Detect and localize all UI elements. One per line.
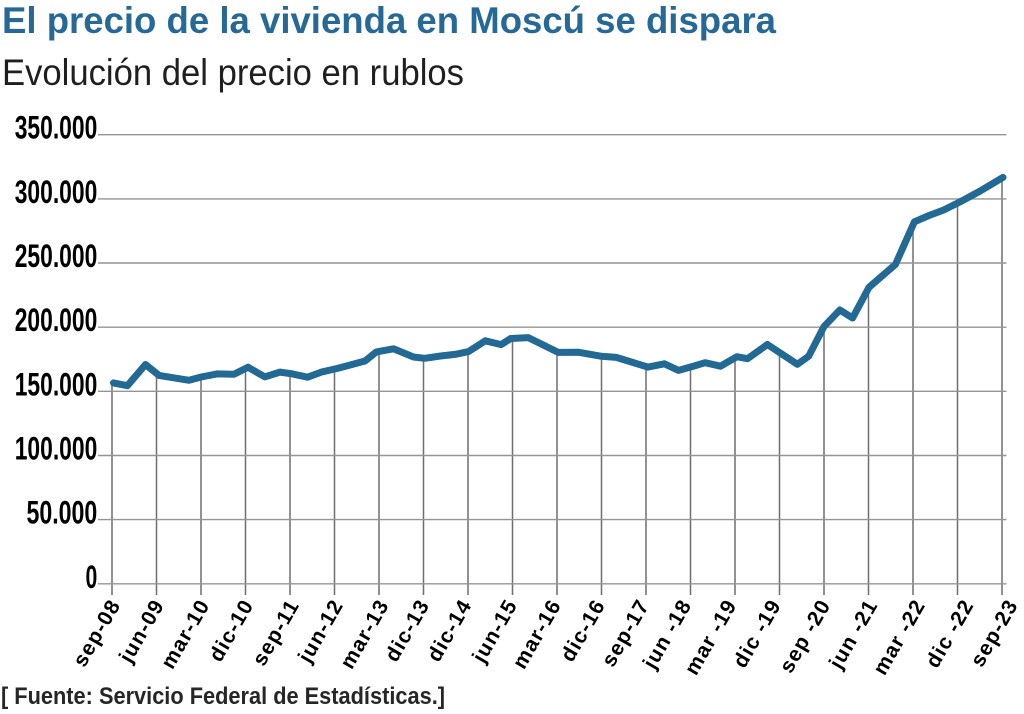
svg-text:200.000: 200.000 bbox=[15, 302, 98, 338]
svg-text:Evolución del precio en rublos: Evolución del precio en rublos bbox=[2, 52, 464, 93]
svg-text:100.000: 100.000 bbox=[15, 431, 98, 467]
svg-text:150.000: 150.000 bbox=[15, 366, 98, 402]
svg-text:[ Fuente: Servicio Federal de: [ Fuente: Servicio Federal de Estadístic… bbox=[1, 683, 445, 710]
svg-text:300.000: 300.000 bbox=[15, 174, 98, 210]
svg-text:250.000: 250.000 bbox=[15, 238, 98, 274]
svg-text:350.000: 350.000 bbox=[15, 110, 98, 146]
svg-text:50.000: 50.000 bbox=[27, 495, 98, 531]
svg-text:0: 0 bbox=[86, 559, 98, 595]
svg-text:El precio de la vivienda en Mo: El precio de la vivienda en Moscú se dis… bbox=[2, 0, 776, 41]
